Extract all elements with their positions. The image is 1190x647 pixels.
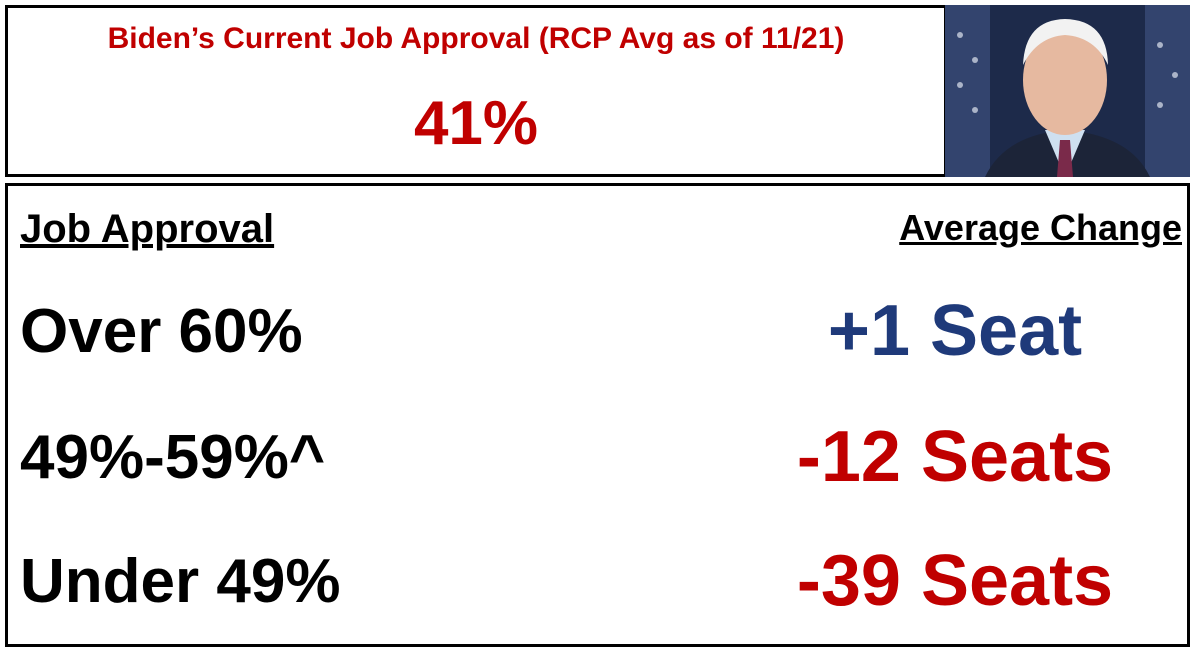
row-label: 49%-59%^ xyxy=(20,423,326,492)
row-label: Under 49% xyxy=(20,547,341,616)
row-label: Over 60% xyxy=(20,297,303,366)
column-header: Job Approval xyxy=(20,207,275,251)
header-title: Biden’s Current Job Approval (RCP Avg as… xyxy=(107,22,845,55)
table-box xyxy=(5,183,1190,647)
portrait xyxy=(945,5,1190,177)
row-change: -12 Seats xyxy=(796,417,1114,497)
header-value: 41% xyxy=(413,89,539,158)
column-header: Average Change xyxy=(899,207,1182,248)
row-change: +1 Seat xyxy=(827,291,1083,371)
row-change: -39 Seats xyxy=(796,541,1114,621)
